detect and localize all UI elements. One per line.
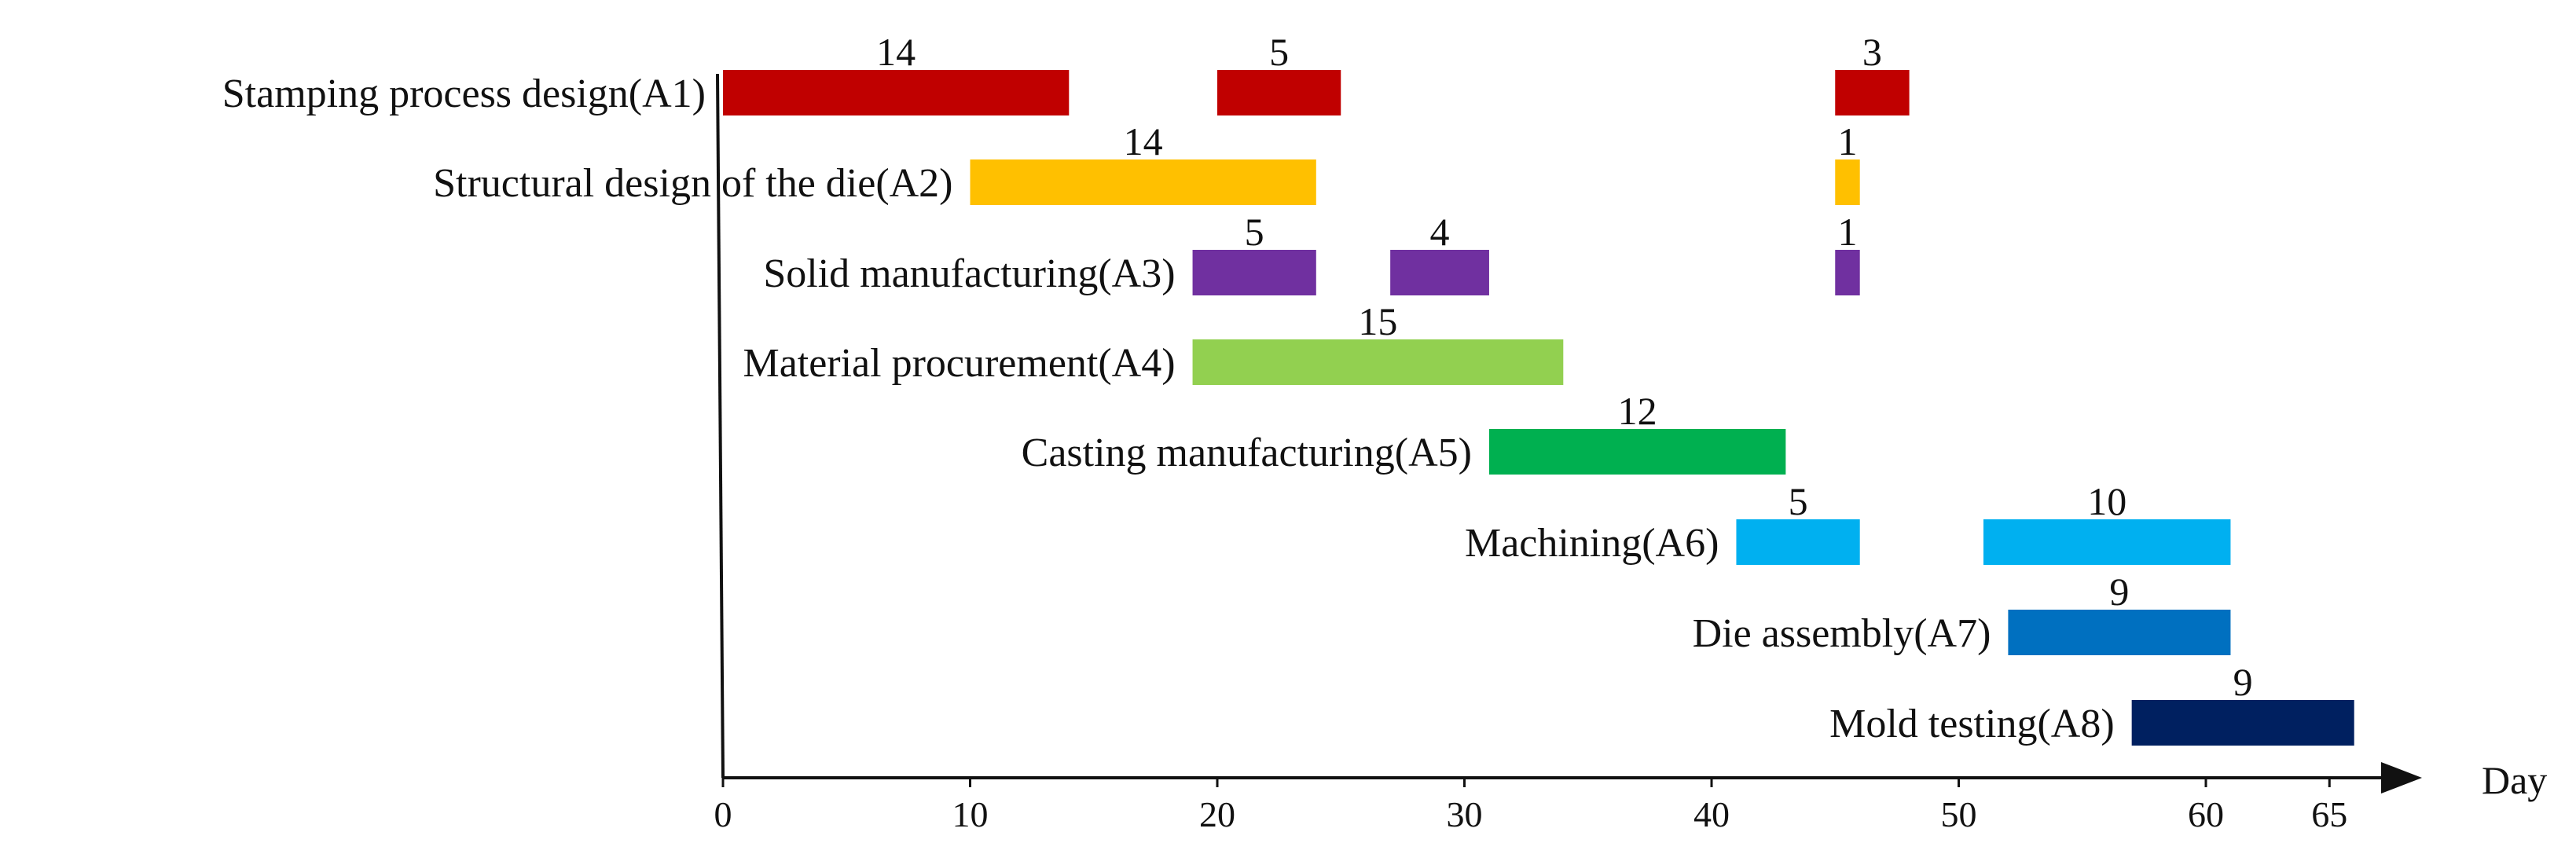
x-tick-label: 0 xyxy=(714,794,732,834)
x-tick-label: 60 xyxy=(2188,794,2224,834)
gantt-bar xyxy=(1390,250,1489,295)
gantt-bar xyxy=(1983,519,2231,565)
gantt-bar xyxy=(970,159,1316,205)
x-tick-label: 10 xyxy=(952,794,989,834)
gantt-bar xyxy=(1835,250,1860,295)
task-label: Solid manufacturing(A3) xyxy=(763,251,1175,296)
x-tick-label: 20 xyxy=(1199,794,1235,834)
bar-duration-label: 14 xyxy=(876,30,916,74)
bar-duration-label: 5 xyxy=(1269,30,1289,74)
x-tick-label: 50 xyxy=(1941,794,1977,834)
gantt-bar xyxy=(1217,70,1341,115)
x-tick-label: 40 xyxy=(1693,794,1730,834)
bar-duration-label: 1 xyxy=(1837,210,1857,254)
gantt-bar xyxy=(1192,250,1316,295)
axes-layer: Day xyxy=(716,73,2547,802)
gantt-bar xyxy=(1736,519,1860,565)
gantt-bar xyxy=(1192,339,1564,385)
bar-duration-label: 5 xyxy=(1789,479,1808,523)
bar-duration-label: 1 xyxy=(1837,119,1857,163)
task-label: Die assembly(A7) xyxy=(1693,611,1991,656)
gantt-bar xyxy=(2008,610,2231,655)
task-label: Casting manufacturing(A5) xyxy=(1022,431,1472,475)
task-label: Machining(A6) xyxy=(1465,521,1719,566)
gantt-bar xyxy=(1835,70,1910,115)
task-label: Material procurement(A4) xyxy=(743,341,1175,386)
gantt-bar xyxy=(1835,159,1860,205)
bar-duration-label: 14 xyxy=(1124,119,1163,163)
bar-duration-label: 5 xyxy=(1245,210,1264,254)
x-tick-label: 30 xyxy=(1447,794,1483,834)
bar-duration-label: 9 xyxy=(2233,660,2253,704)
gantt-bar xyxy=(723,70,1070,115)
task-label: Mold testing(A8) xyxy=(1829,702,2115,746)
bar-duration-label: 10 xyxy=(2087,479,2126,523)
bar-duration-label: 12 xyxy=(1618,389,1657,433)
bar-duration-label: 15 xyxy=(1358,299,1397,343)
task-label: Stamping process design(A1) xyxy=(222,71,706,116)
x-axis-arrowhead xyxy=(2381,762,2422,794)
x-tick-labels: 0 10 20 30 40 50 60 65 xyxy=(714,778,2347,834)
gantt-bar xyxy=(2131,700,2354,746)
bar-duration-label: 4 xyxy=(1430,210,1450,254)
y-axis-line xyxy=(716,73,725,779)
bar-duration-label: 3 xyxy=(1862,30,1882,74)
task-labels: Stamping process design(A1) Structural de… xyxy=(222,71,2115,746)
x-axis-title: Day xyxy=(2482,758,2547,802)
gantt-bar xyxy=(1488,429,1786,475)
x-tick-label: 65 xyxy=(2311,794,2347,834)
task-label: Structural design of the die(A2) xyxy=(433,161,952,206)
bar-duration-label: 9 xyxy=(2109,570,2129,614)
